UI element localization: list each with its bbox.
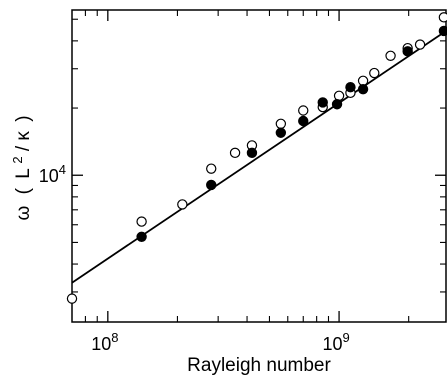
filled-data-point	[402, 46, 413, 57]
filled-data-point	[345, 82, 356, 93]
axes: 108 109 104	[39, 9, 447, 354]
open-data-point	[438, 12, 447, 23]
filled-data-point	[275, 127, 287, 138]
open-data-point	[275, 118, 287, 130]
open-data-point	[385, 50, 396, 61]
y-label-rest: / κ	[13, 131, 34, 152]
open-data-point	[369, 67, 380, 79]
open-data-point	[66, 293, 78, 304]
open-data-point	[333, 90, 345, 101]
y-label-open-paren: (	[13, 187, 34, 194]
plot-frame	[71, 9, 447, 323]
y-label-L: L	[13, 169, 34, 179]
y-tick-label: 104	[39, 162, 66, 186]
y-label-symbol: ω	[13, 206, 34, 221]
open-data-point	[177, 199, 188, 210]
series-group	[66, 12, 447, 304]
filled-data-point	[317, 97, 328, 108]
filled-data-point	[136, 231, 147, 242]
y-label-superscript: 2	[10, 156, 25, 163]
filled-data-point	[438, 25, 447, 37]
filled-data-point	[246, 147, 258, 159]
open-data-point	[414, 39, 426, 50]
filled-data-point	[206, 179, 217, 191]
filled-data-point	[357, 83, 369, 95]
open-data-point	[206, 163, 217, 174]
open-data-point	[298, 105, 309, 116]
y-label-close-paren: )	[13, 115, 34, 121]
y-axis-label: ω ( L 2 / κ )	[6, 115, 34, 220]
x-tick-label: 108	[91, 330, 118, 354]
fit-line	[71, 30, 447, 284]
fit-line-group	[71, 30, 447, 284]
open-data-point	[136, 216, 147, 227]
filled-data-point	[331, 99, 343, 110]
x-tick-label: 109	[322, 330, 349, 354]
open-data-point	[229, 147, 241, 159]
filled-data-point	[298, 115, 309, 127]
x-axis-label: Rayleigh number	[187, 355, 331, 375]
